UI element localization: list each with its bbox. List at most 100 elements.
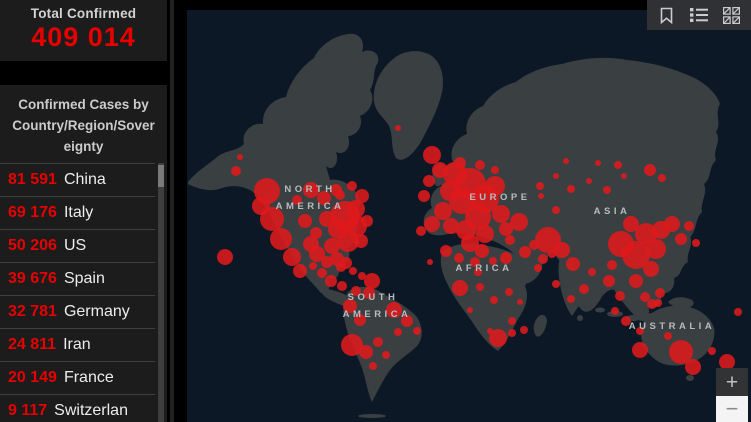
case-circle[interactable] [500, 252, 512, 264]
case-circle[interactable] [440, 181, 460, 201]
case-circle[interactable] [644, 164, 656, 176]
case-circle[interactable] [505, 288, 513, 296]
case-circle[interactable] [237, 154, 243, 160]
case-circle[interactable] [335, 190, 345, 200]
list-scrollbar[interactable] [158, 163, 164, 422]
case-circle[interactable] [505, 235, 515, 245]
list-item[interactable]: 81 591 China [0, 163, 155, 196]
case-circle[interactable] [538, 254, 548, 264]
case-circle[interactable] [499, 222, 513, 236]
case-circle[interactable] [467, 307, 473, 313]
case-circle[interactable] [508, 329, 516, 337]
case-circle[interactable] [553, 173, 559, 179]
case-circle[interactable] [423, 146, 441, 164]
case-circle[interactable] [621, 173, 627, 179]
case-circle[interactable] [476, 225, 494, 243]
case-circle[interactable] [413, 327, 421, 335]
case-circle[interactable] [363, 287, 375, 299]
case-circle[interactable] [669, 340, 693, 364]
case-circle[interactable] [341, 334, 363, 356]
list-item[interactable]: 50 206 US [0, 229, 155, 262]
case-circle[interactable] [538, 193, 544, 199]
case-circle[interactable] [579, 284, 589, 294]
case-circle[interactable] [629, 274, 643, 288]
case-circle[interactable] [664, 216, 680, 232]
case-circle[interactable] [567, 185, 575, 193]
case-circle[interactable] [351, 286, 361, 296]
case-circle[interactable] [373, 337, 383, 347]
case-circle[interactable] [317, 191, 331, 205]
list-item[interactable]: 9 117 Switzerlan [0, 394, 155, 422]
list-scrollbar-thumb[interactable] [158, 165, 164, 187]
case-circle[interactable] [535, 227, 561, 253]
case-circle[interactable] [440, 245, 452, 257]
case-circle[interactable] [636, 327, 644, 335]
case-circle[interactable] [337, 230, 359, 252]
case-circle[interactable] [611, 307, 619, 315]
case-circle[interactable] [416, 226, 426, 236]
case-circle[interactable] [217, 249, 233, 265]
bookmark-icon[interactable] [654, 2, 680, 28]
case-circle[interactable] [614, 161, 622, 169]
case-circle[interactable] [310, 227, 322, 239]
case-circle[interactable] [510, 213, 528, 231]
case-circle[interactable] [434, 202, 452, 220]
case-circle[interactable] [423, 175, 435, 187]
case-circle[interactable] [658, 174, 666, 182]
case-circle[interactable] [336, 262, 346, 272]
case-circle[interactable] [418, 190, 430, 202]
case-circle[interactable] [454, 157, 466, 169]
case-circle[interactable] [489, 257, 497, 265]
case-circle[interactable] [270, 228, 292, 250]
case-circle[interactable] [394, 328, 402, 336]
case-circle[interactable] [685, 359, 701, 375]
case-circle[interactable] [517, 299, 523, 305]
case-circle[interactable] [470, 257, 480, 267]
case-circle[interactable] [432, 162, 448, 178]
case-circle[interactable] [588, 268, 596, 276]
case-circle[interactable] [452, 280, 468, 296]
case-circle[interactable] [490, 296, 498, 304]
case-circle[interactable] [552, 280, 560, 288]
case-circle[interactable] [548, 250, 556, 258]
case-circle[interactable] [343, 299, 357, 313]
case-circle[interactable] [349, 267, 357, 275]
case-circle[interactable] [355, 189, 369, 203]
case-circle[interactable] [734, 308, 742, 316]
case-circle[interactable] [684, 221, 694, 231]
case-circle[interactable] [292, 195, 302, 205]
case-circle[interactable] [534, 264, 542, 272]
case-circle[interactable] [536, 182, 544, 190]
case-circle[interactable] [427, 259, 433, 265]
case-circle[interactable] [454, 253, 464, 263]
case-circle[interactable] [492, 205, 510, 223]
case-circle[interactable] [324, 238, 340, 254]
list-item[interactable]: 32 781 Germany [0, 295, 155, 328]
case-circle[interactable] [566, 257, 580, 271]
list-item[interactable]: 24 811 Iran [0, 328, 155, 361]
case-circle[interactable] [595, 160, 601, 166]
case-circle[interactable] [485, 176, 505, 196]
list-item[interactable]: 20 149 France [0, 361, 155, 394]
case-circle[interactable] [632, 342, 648, 358]
case-circle[interactable] [552, 206, 560, 214]
case-circle[interactable] [309, 262, 317, 270]
case-circle[interactable] [554, 242, 570, 258]
case-circle[interactable] [231, 166, 241, 176]
case-circle[interactable] [395, 125, 401, 131]
case-circle[interactable] [491, 166, 499, 174]
legend-icon[interactable] [686, 2, 712, 28]
case-circle[interactable] [675, 233, 687, 245]
case-circle[interactable] [354, 234, 368, 248]
case-circle[interactable] [476, 283, 484, 291]
case-circle[interactable] [298, 214, 312, 228]
case-circle[interactable] [337, 281, 347, 291]
case-circle[interactable] [369, 362, 377, 370]
case-circle[interactable] [475, 244, 489, 258]
case-circle[interactable] [519, 246, 531, 258]
case-circle[interactable] [719, 354, 735, 370]
case-circle[interactable] [317, 268, 327, 278]
basemap-icon[interactable] [719, 2, 745, 28]
case-circle[interactable] [563, 158, 569, 164]
case-circle[interactable] [358, 272, 366, 280]
